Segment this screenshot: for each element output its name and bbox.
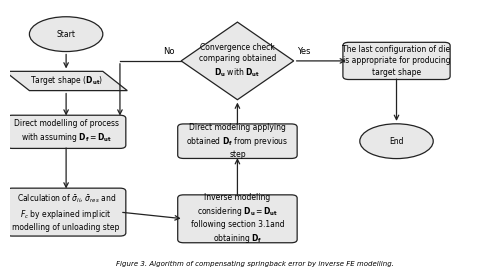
Ellipse shape — [360, 124, 433, 159]
FancyBboxPatch shape — [6, 115, 126, 148]
FancyBboxPatch shape — [178, 124, 297, 158]
Text: Yes: Yes — [297, 47, 310, 56]
Text: End: End — [390, 137, 404, 146]
Polygon shape — [5, 71, 128, 91]
Text: Start: Start — [56, 30, 76, 39]
Text: Direct modeling applying
obtained $\mathbf{D_f}$ from previous
step: Direct modeling applying obtained $\math… — [186, 123, 288, 159]
FancyBboxPatch shape — [178, 195, 297, 243]
Text: Inverse modeling
considering $\mathbf{D_u}$$=$$\mathbf{D_{ut}}$
following sectio: Inverse modeling considering $\mathbf{D_… — [190, 193, 284, 245]
Text: No: No — [163, 47, 174, 56]
FancyBboxPatch shape — [343, 42, 450, 80]
Ellipse shape — [30, 17, 103, 52]
FancyBboxPatch shape — [6, 188, 126, 236]
Text: Calculation of $\bar{\sigma}_{li}$, $\bar{\sigma}_{res}$ and
$F_c$ by explained : Calculation of $\bar{\sigma}_{li}$, $\ba… — [12, 192, 120, 232]
Text: Figure 3. Algorithm of compensating springback error by inverse FE modelling.: Figure 3. Algorithm of compensating spri… — [116, 261, 394, 267]
Text: Target shape ($\mathbf{D_{ut}}$): Target shape ($\mathbf{D_{ut}}$) — [30, 75, 102, 87]
Polygon shape — [181, 22, 294, 100]
Text: The last configuration of die
is appropriate for producing
target shape: The last configuration of die is appropr… — [342, 45, 450, 76]
Text: Convergence check
comparing obtained
$\mathbf{D_u}$ with $\mathbf{D_{ut}}$: Convergence check comparing obtained $\m… — [198, 43, 276, 79]
Text: Direct modelling of process
with assuming $\mathbf{D_f}$$=$$\mathbf{D_{ut}}$: Direct modelling of process with assumin… — [14, 119, 118, 144]
